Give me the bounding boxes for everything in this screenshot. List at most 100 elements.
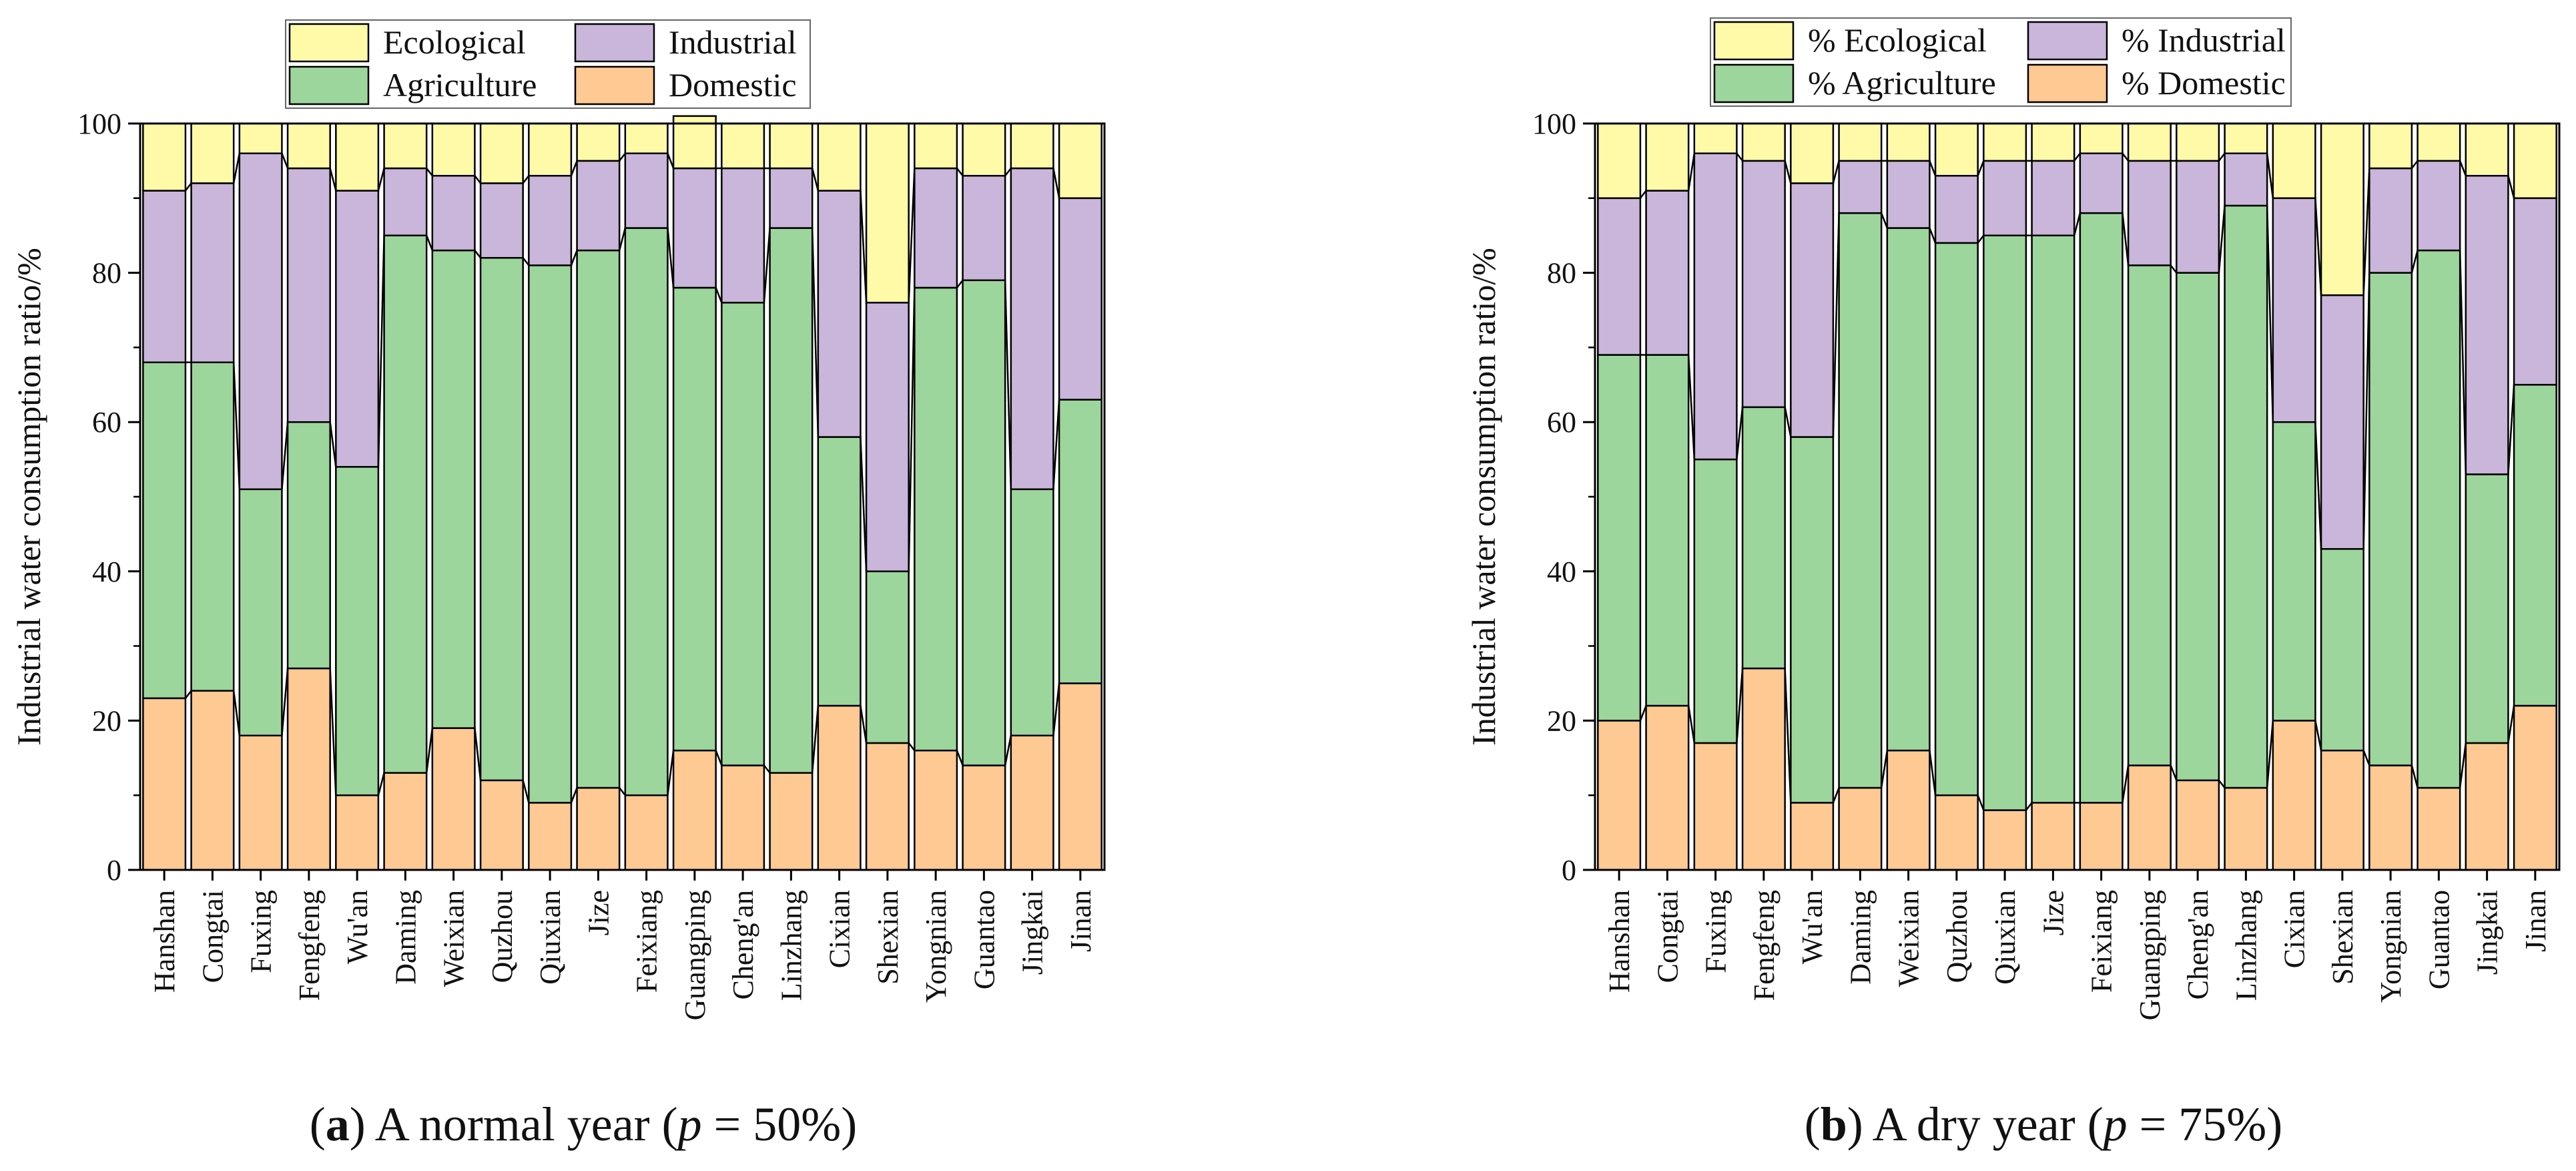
stack-connector-line (618, 228, 627, 251)
bar-segment-domestic-daming (1838, 786, 1883, 871)
bar-segment-agriculture-guantao (962, 279, 1006, 766)
bar-segment-agriculture-linzhang (769, 227, 814, 774)
bar-segment-agriculture-linzhang (2224, 204, 2268, 789)
bar-segment-industrial-congtai (190, 182, 235, 364)
y-tick-label: 20 (1547, 704, 1576, 737)
legend-box (285, 19, 811, 109)
stack-connector-line (2073, 152, 2081, 162)
bar-segment-domestic-jinan (1058, 682, 1102, 871)
bar-segment-agriculture-weixian (431, 249, 476, 729)
stack-connector-line (2266, 720, 2274, 788)
bar-segment-agriculture-guantao (2417, 249, 2461, 789)
bar-segment-domestic-guantao (962, 764, 1006, 871)
stack-connector-line (232, 690, 241, 736)
legend-label-agriculture: Agriculture (383, 66, 537, 103)
x-category-label: Guangping (2134, 890, 2166, 1021)
stack-connector-line (908, 742, 916, 751)
bar-segment-agriculture-feixiang (2079, 212, 2124, 804)
stack-connector-line (1880, 212, 1889, 228)
legend-swatch-domestic (574, 65, 655, 105)
bar-segment-agriculture-qiuxian (1983, 234, 2027, 811)
x-category-label: Quzhou (486, 890, 519, 983)
x-category-label: Qiuxian (1989, 890, 2021, 985)
x-category-label: Jingkai (1016, 890, 1049, 975)
chart-caption: (a) A normal year (p = 50%) (310, 1098, 857, 1151)
bar-segment-industrial-weixian (1886, 160, 1931, 229)
bar-segment-industrial-fengfeng (286, 167, 331, 423)
stack-connector-line (2218, 205, 2226, 273)
stack-connector-line (763, 764, 771, 774)
bar-segment-industrial-jingkai (2465, 175, 2509, 475)
x-category-label: Jize (2037, 890, 2069, 935)
bar-segment-domestic-jize (576, 786, 621, 871)
bar-segment-ecological-shexian (865, 122, 910, 304)
stack-connector-line (1687, 705, 1696, 744)
stack-connector-line (956, 168, 964, 177)
stack-connector-line (2314, 422, 2322, 549)
stack-connector-line (329, 422, 337, 467)
bar-segment-industrial-daming (383, 167, 428, 236)
bar-segment-industrial-yongnian (914, 167, 958, 289)
stack-connector-line (956, 750, 964, 766)
bar-segment-industrial-cixian (817, 190, 862, 438)
legend-label-industrial: Industrial (669, 23, 797, 61)
stack-connector-line (377, 235, 385, 467)
bar-segment-domestic-jinan (2513, 704, 2557, 871)
x-category-label: Cheng'an (2182, 890, 2214, 999)
bar-segment-agriculture-chengan (721, 302, 765, 766)
stack-connector-line (1736, 668, 1744, 744)
stack-connector-line (811, 168, 820, 191)
stack-connector-line (474, 250, 482, 259)
legend-label-ecological: Ecological (383, 23, 526, 61)
bar-segment-industrial-weixian (431, 175, 476, 252)
bar-segment-ecological-weixian (1886, 122, 1931, 162)
y-tick-label: 80 (1547, 257, 1576, 290)
bar-segment-domestic-qiuxian (1983, 809, 2027, 871)
bar-segment-ecological-qiuxian (528, 122, 573, 177)
bar-segment-agriculture-yongnian (914, 286, 958, 752)
bar-segment-domestic-hanshan (142, 697, 187, 871)
bar-segment-industrial-fuxing (238, 152, 283, 491)
y-tick-label: 80 (92, 257, 121, 290)
bar-segment-domestic-feixiang (2079, 802, 2124, 871)
x-category-label: Daming (389, 890, 422, 985)
stack-connector-line (2362, 272, 2370, 549)
bar-segment-ecological-chengan (2176, 122, 2220, 162)
stack-connector-line (2507, 385, 2515, 475)
bar-segment-ecological-fengfeng (1741, 122, 1786, 162)
stack-connector-line (2459, 250, 2467, 475)
stack-connector-line (2507, 175, 2515, 199)
stack-connector-line (426, 168, 433, 177)
x-category-label: Daming (1844, 890, 1877, 985)
stack-connector-line (1639, 705, 1647, 721)
bar-segment-domestic-jingkai (2465, 742, 2509, 871)
bar-segment-ecological-fuxing (1693, 122, 1738, 154)
bar-segment-industrial-chengan (2176, 160, 2220, 274)
y-tick-label: 100 (1532, 107, 1576, 140)
bar-segment-industrial-guangping (2127, 160, 2172, 266)
bar-segment-agriculture-feixiang (624, 227, 669, 796)
stack-connector-line (329, 668, 337, 796)
bar-segment-agriculture-qiuxian (528, 264, 573, 804)
bar-segment-ecological-yongnian (2368, 122, 2413, 170)
bar-segment-domestic-wuan (1790, 802, 1835, 871)
stack-connector-line (1052, 683, 1060, 736)
bar-segment-agriculture-guangping (2127, 264, 2172, 766)
legend-swatch-ecological (288, 23, 370, 63)
stack-connector-line (667, 750, 675, 796)
bar-segment-industrial-hanshan (1597, 197, 1642, 356)
stack-connector-line (763, 228, 771, 303)
stack-connector-line (667, 228, 675, 288)
bar-segment-domestic-wuan (335, 794, 380, 871)
bar-segment-agriculture-jinan (2513, 384, 2557, 707)
stack-connector-line (281, 153, 289, 169)
bar-segment-industrial-jingkai (1010, 167, 1054, 491)
stack-connector-line (281, 668, 289, 736)
bar-segment-industrial-guantao (2417, 160, 2461, 252)
legend-label-industrial: % Industrial (2122, 21, 2286, 59)
stack-connector-line (2122, 765, 2130, 803)
bar-segment-industrial-feixiang (2079, 152, 2124, 214)
bar-segment-domestic-feixiang (624, 794, 669, 871)
bar-segment-ecological-chengan (721, 122, 765, 170)
bar-segment-agriculture-cixian (2272, 421, 2316, 722)
